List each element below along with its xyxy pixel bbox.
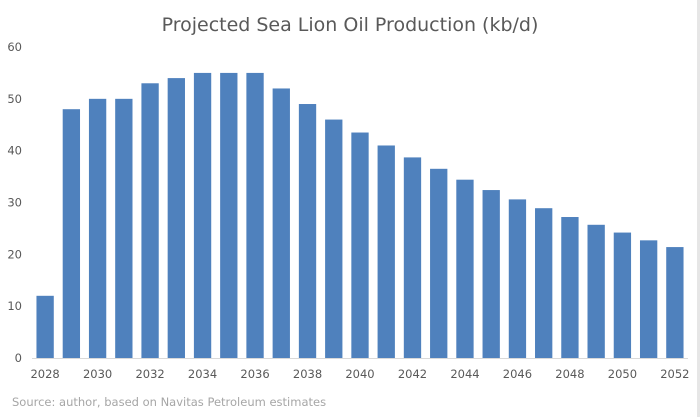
- bar-2041: [377, 145, 395, 358]
- y-tick-label: 0: [15, 351, 22, 365]
- x-tick-label: 2044: [450, 367, 479, 381]
- bar-2037: [272, 88, 290, 358]
- x-tick-label: 2050: [608, 367, 637, 381]
- chart-title: Projected Sea Lion Oil Production (kb/d): [161, 14, 539, 36]
- bar-2035: [220, 72, 238, 359]
- bar-2034: [193, 72, 212, 359]
- bar-2049: [587, 224, 605, 358]
- y-tick-label: 20: [7, 247, 22, 261]
- bar-2033: [167, 78, 185, 358]
- y-tick-label: 40: [7, 144, 22, 158]
- y-tick-label: 50: [7, 92, 22, 106]
- bar-2039: [325, 119, 343, 358]
- bar-2043: [430, 168, 448, 358]
- x-tick-label: 2046: [503, 367, 532, 381]
- bar-2030: [88, 98, 107, 358]
- y-tick-label: 30: [7, 196, 22, 210]
- x-tick-label: 2052: [660, 367, 689, 381]
- x-tick-label: 2034: [188, 367, 217, 381]
- x-tick-label: 2048: [555, 367, 584, 381]
- bar-2052: [666, 247, 684, 358]
- x-tick-label: 2040: [345, 367, 374, 381]
- bar-2047: [535, 208, 553, 358]
- source-note: Source: author, based on Navitas Petrole…: [12, 395, 327, 409]
- y-tick-label: 10: [7, 299, 22, 313]
- bar-2031: [115, 98, 133, 358]
- bar-2051: [639, 240, 658, 358]
- x-tick-label: 2032: [135, 367, 164, 381]
- bar-2036: [246, 72, 264, 359]
- bar-2044: [456, 179, 474, 358]
- bar-2040: [351, 132, 369, 358]
- x-tick-label: 2042: [398, 367, 427, 381]
- bar-2042: [403, 157, 422, 358]
- x-tick-label: 2036: [240, 367, 269, 381]
- x-tick-label: 2038: [293, 367, 322, 381]
- bar-2045: [482, 190, 500, 358]
- bar-2046: [508, 199, 527, 358]
- bar-2038: [298, 104, 317, 359]
- y-tick-label: 60: [7, 40, 22, 54]
- bar-2029: [62, 109, 81, 358]
- bar-2050: [613, 232, 632, 358]
- bar-2028: [36, 295, 54, 358]
- bar-2048: [561, 217, 579, 358]
- x-tick-label: 2028: [30, 367, 59, 381]
- x-tick-label: 2030: [83, 367, 112, 381]
- bar-2032: [141, 83, 159, 359]
